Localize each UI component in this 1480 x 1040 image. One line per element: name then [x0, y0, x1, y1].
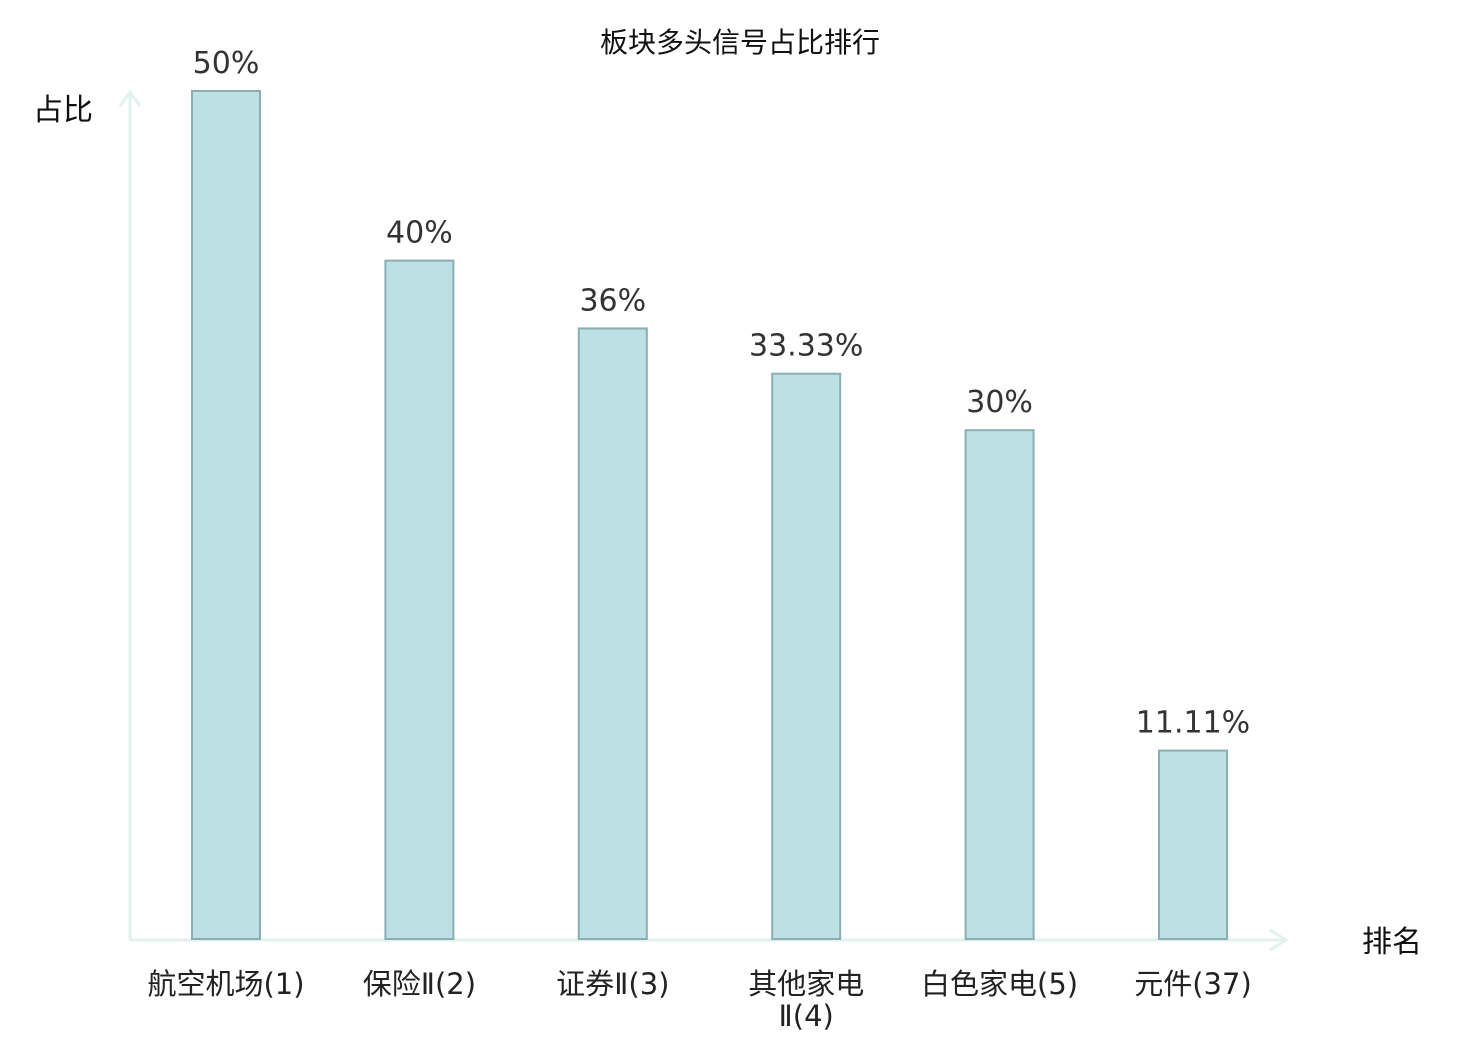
chart-title: 板块多头信号占比排行: [600, 26, 880, 59]
bar-value-label: 50%: [193, 46, 260, 81]
bar: [191, 90, 261, 940]
bar-value-label: 36%: [579, 283, 646, 318]
y-axis-arrow: [118, 89, 142, 107]
bar-value-label: 40%: [386, 216, 453, 251]
axes: [118, 89, 1289, 952]
x-tick-label: 白色家电(5): [921, 967, 1078, 1001]
bar: [577, 327, 648, 940]
x-tick-label: Ⅱ(4): [779, 999, 834, 1033]
x-axis-arrow: [1269, 928, 1289, 952]
bar: [964, 429, 1035, 940]
bar-value-label: 11.11%: [1136, 706, 1250, 741]
y-axis-label: 占比: [33, 93, 93, 128]
value-labels: 50% 40% 36% 33.33% 30% 11.11%: [193, 46, 1251, 741]
x-tick-label: 证券Ⅱ(3): [556, 967, 669, 1001]
x-axis-label: 排名: [1362, 925, 1422, 960]
x-tick-label: 其他家电: [748, 967, 864, 1001]
x-tick-label: 保险Ⅱ(2): [363, 967, 476, 1001]
bar-value-label: 33.33%: [749, 329, 863, 364]
bar: [771, 372, 842, 940]
bar: [384, 259, 455, 941]
bars: [191, 90, 1228, 941]
bar-value-label: 30%: [966, 385, 1033, 420]
bar: [1158, 749, 1228, 940]
x-tick-label: 航空机场(1): [147, 967, 304, 1001]
x-tick-label: 元件(37): [1134, 967, 1252, 1001]
